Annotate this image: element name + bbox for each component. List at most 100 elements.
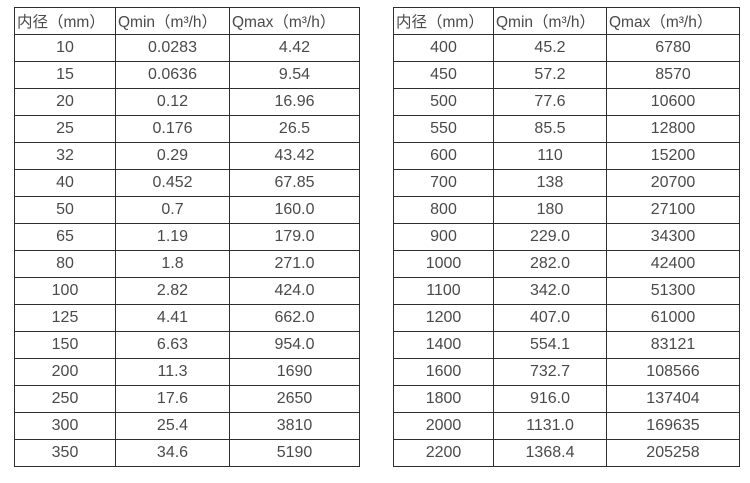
table-cell: 5190 bbox=[229, 439, 360, 467]
table-cell: 83121 bbox=[606, 331, 740, 359]
table-cell: 4.42 bbox=[229, 34, 360, 62]
table-cell: 0.29 bbox=[115, 142, 230, 170]
table-cell: 61000 bbox=[606, 304, 740, 332]
table-row: 1800 916.0 137404 bbox=[393, 385, 740, 413]
table-cell: 108566 bbox=[606, 358, 740, 386]
table-row: 1100 342.0 51300 bbox=[393, 277, 740, 305]
table-cell: 229.0 bbox=[493, 223, 607, 251]
table-cell: 100 bbox=[14, 277, 116, 305]
header-qmin: Qmin（m³/h） bbox=[493, 7, 607, 35]
table-cell: 57.2 bbox=[493, 61, 607, 89]
table-cell: 550 bbox=[393, 115, 494, 143]
table-cell: 10600 bbox=[606, 88, 740, 116]
table-cell: 34300 bbox=[606, 223, 740, 251]
table-cell: 1690 bbox=[229, 358, 360, 386]
table-cell: 250 bbox=[14, 385, 116, 413]
table-cell: 1400 bbox=[393, 331, 494, 359]
table-cell: 8570 bbox=[606, 61, 740, 89]
table-row: 50 0.7 160.0 bbox=[14, 196, 360, 224]
table-cell: 350 bbox=[14, 439, 116, 467]
table-cell: 1.19 bbox=[115, 223, 230, 251]
table-cell: 2650 bbox=[229, 385, 360, 413]
table-cell: 424.0 bbox=[229, 277, 360, 305]
table-cell: 20 bbox=[14, 88, 116, 116]
table-cell: 45.2 bbox=[493, 34, 607, 62]
table-cell: 6.63 bbox=[115, 331, 230, 359]
table-cell: 25.4 bbox=[115, 412, 230, 440]
table-cell: 65 bbox=[14, 223, 116, 251]
header-row: 内径（mm） Qmin（m³/h） Qmax（m³/h） bbox=[393, 7, 740, 35]
table-row: 900 229.0 34300 bbox=[393, 223, 740, 251]
table-cell: 205258 bbox=[606, 439, 740, 467]
table-cell: 15200 bbox=[606, 142, 740, 170]
table-row: 1000 282.0 42400 bbox=[393, 250, 740, 278]
table-cell: 169635 bbox=[606, 412, 740, 440]
flow-table-small-diameters: 内径（mm） Qmin（m³/h） Qmax（m³/h） 10 0.0283 4.4… bbox=[14, 7, 360, 467]
table-cell: 554.1 bbox=[493, 331, 607, 359]
table-row: 125 4.41 662.0 bbox=[14, 304, 360, 332]
header-row: 内径（mm） Qmin（m³/h） Qmax（m³/h） bbox=[14, 7, 360, 35]
table-row: 1600 732.7 108566 bbox=[393, 358, 740, 386]
table-cell: 50 bbox=[14, 196, 116, 224]
table-row: 500 77.6 10600 bbox=[393, 88, 740, 116]
table-cell: 916.0 bbox=[493, 385, 607, 413]
table-row: 250 17.6 2650 bbox=[14, 385, 360, 413]
table-cell: 900 bbox=[393, 223, 494, 251]
table-cell: 300 bbox=[14, 412, 116, 440]
table-cell: 85.5 bbox=[493, 115, 607, 143]
table-cell: 1131.0 bbox=[493, 412, 607, 440]
table-cell: 10 bbox=[14, 34, 116, 62]
table-row: 2200 1368.4 205258 bbox=[393, 439, 740, 467]
table-cell: 1200 bbox=[393, 304, 494, 332]
table-row: 40 0.452 67.85 bbox=[14, 169, 360, 197]
table-cell: 2.82 bbox=[115, 277, 230, 305]
table-row: 65 1.19 179.0 bbox=[14, 223, 360, 251]
table-cell: 11.3 bbox=[115, 358, 230, 386]
table-cell: 954.0 bbox=[229, 331, 360, 359]
table-cell: 400 bbox=[393, 34, 494, 62]
table-row: 32 0.29 43.42 bbox=[14, 142, 360, 170]
table-cell: 342.0 bbox=[493, 277, 607, 305]
flow-spec-tables: 内径（mm） Qmin（m³/h） Qmax（m³/h） 10 0.0283 4.4… bbox=[14, 7, 740, 467]
table-row: 450 57.2 8570 bbox=[393, 61, 740, 89]
table-cell: 0.0636 bbox=[115, 61, 230, 89]
table-cell: 1368.4 bbox=[493, 439, 607, 467]
table-cell: 0.0283 bbox=[115, 34, 230, 62]
table-cell: 43.42 bbox=[229, 142, 360, 170]
table-cell: 125 bbox=[14, 304, 116, 332]
table-row: 300 25.4 3810 bbox=[14, 412, 360, 440]
table-cell: 1.8 bbox=[115, 250, 230, 278]
table-cell: 17.6 bbox=[115, 385, 230, 413]
table-cell: 180 bbox=[493, 196, 607, 224]
table-cell: 6780 bbox=[606, 34, 740, 62]
table-cell: 0.12 bbox=[115, 88, 230, 116]
table-row: 20 0.12 16.96 bbox=[14, 88, 360, 116]
table-cell: 12800 bbox=[606, 115, 740, 143]
table-cell: 1800 bbox=[393, 385, 494, 413]
table-row: 700 138 20700 bbox=[393, 169, 740, 197]
table-cell: 26.5 bbox=[229, 115, 360, 143]
table-cell: 34.6 bbox=[115, 439, 230, 467]
table-cell: 0.176 bbox=[115, 115, 230, 143]
table-cell: 51300 bbox=[606, 277, 740, 305]
table-cell: 160.0 bbox=[229, 196, 360, 224]
table-row: 550 85.5 12800 bbox=[393, 115, 740, 143]
table-cell: 80 bbox=[14, 250, 116, 278]
table-row: 1400 554.1 83121 bbox=[393, 331, 740, 359]
table-cell: 1600 bbox=[393, 358, 494, 386]
table-cell: 500 bbox=[393, 88, 494, 116]
table-row: 1200 407.0 61000 bbox=[393, 304, 740, 332]
table-cell: 407.0 bbox=[493, 304, 607, 332]
table-row: 200 11.3 1690 bbox=[14, 358, 360, 386]
header-qmax: Qmax（m³/h） bbox=[606, 7, 740, 35]
table-cell: 138 bbox=[493, 169, 607, 197]
table-cell: 200 bbox=[14, 358, 116, 386]
table-cell: 1100 bbox=[393, 277, 494, 305]
table-cell: 2200 bbox=[393, 439, 494, 467]
table-cell: 282.0 bbox=[493, 250, 607, 278]
table-cell: 9.54 bbox=[229, 61, 360, 89]
table-cell: 20700 bbox=[606, 169, 740, 197]
table-row: 80 1.8 271.0 bbox=[14, 250, 360, 278]
table-cell: 4.41 bbox=[115, 304, 230, 332]
table-cell: 732.7 bbox=[493, 358, 607, 386]
